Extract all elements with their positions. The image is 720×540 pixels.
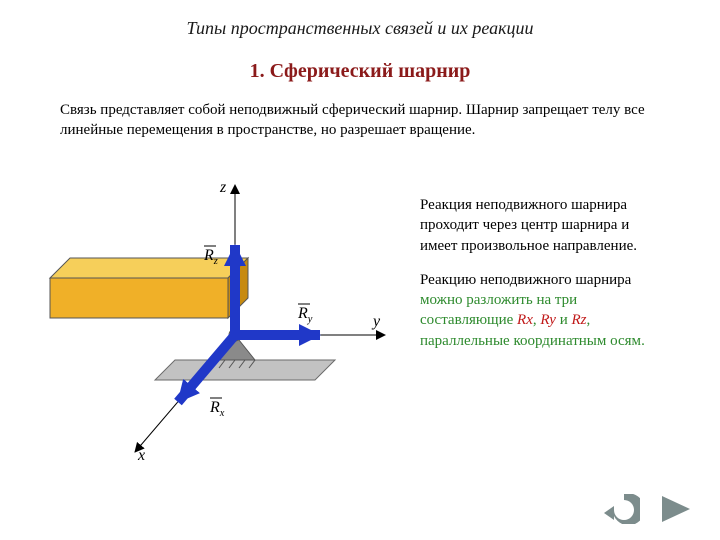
page-title: Типы пространственных связей и их реакци… [0, 18, 720, 39]
svg-text:x: x [137, 447, 145, 464]
section-title: 1. Сферический шарнир [0, 60, 720, 83]
explanation-p2: Реакцию неподвижного шарнира можно разло… [420, 270, 670, 351]
play-icon [660, 494, 694, 524]
svg-text:z: z [219, 179, 227, 196]
explanation-block: Реакция неподвижного шарнира проходит че… [420, 195, 670, 365]
back-button[interactable] [602, 494, 640, 524]
svg-text:Ry: Ry [297, 305, 313, 325]
svg-text:Rx: Rx [209, 399, 225, 419]
intro-text: Связь представляет собой неподвижный сфе… [60, 100, 660, 141]
u-turn-icon [602, 494, 640, 524]
forward-button[interactable] [658, 494, 696, 524]
explanation-p1: Реакция неподвижного шарнира проходит че… [420, 195, 670, 256]
diagram: zyxRzRyRx [10, 150, 410, 480]
svg-text:y: y [371, 313, 381, 330]
nav-buttons [602, 494, 696, 524]
